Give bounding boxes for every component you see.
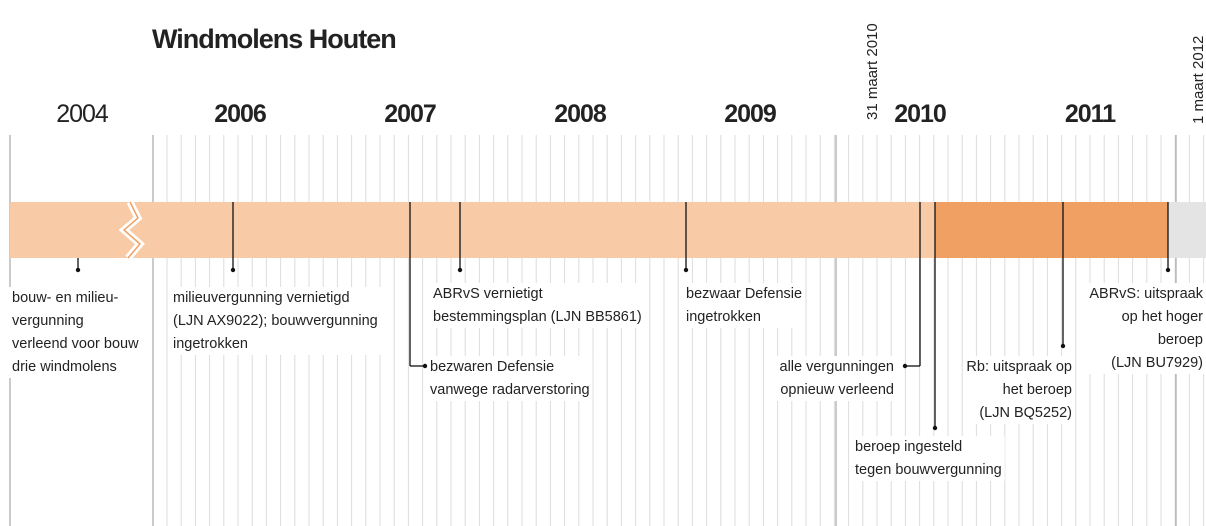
bar-grey [1168, 202, 1206, 258]
event-text: alle vergunningen opnieuw verleend [780, 359, 894, 398]
dot [1165, 267, 1171, 273]
dot [932, 425, 938, 431]
event-line: (LJN AX9022); bouwvergunning [173, 313, 378, 329]
date-label: 31 maart 2010 [864, 23, 881, 120]
event-bg [776, 356, 897, 401]
dot [230, 267, 236, 273]
event: alle vergunningen opnieuw verleend [776, 202, 921, 401]
event-line: alle vergunningen [780, 359, 894, 375]
title: Windmolens Houten [152, 24, 396, 54]
event-line: ABRvS vernietigt [433, 286, 543, 302]
event-line: Rb: uitspraak op [966, 359, 1072, 375]
event-bg [852, 436, 1005, 481]
event-line: (LJN BQ5252) [979, 405, 1072, 421]
bar-dark [935, 202, 1168, 258]
event-line: verleend voor bouw [12, 336, 139, 352]
event-bg [1086, 283, 1206, 374]
dot [75, 267, 81, 273]
event-line: beroep ingesteld [855, 439, 962, 455]
event-text: ABRvS vernietigt bestemmingsplan (LJN BB5… [433, 286, 642, 325]
event: ABRvS: uitspraak op het hoger beroep (LJN B… [1086, 202, 1206, 374]
event-line: op het hoger [1122, 309, 1204, 325]
dot [902, 363, 908, 369]
event-bg [9, 287, 143, 378]
event-line: (LJN BU7929) [1111, 355, 1203, 371]
event-line: vergunning [12, 313, 84, 329]
event-text: ABRvS: uitspraak op het hoger beroep (LJN B… [1089, 286, 1203, 371]
event: bezwaar Defensie ingetrokken [683, 202, 806, 328]
event-line: het beroep [1003, 382, 1072, 398]
labels: 2004 2006 2007 2008 2009 2010 2011 31 maart 201… [9, 23, 1206, 481]
event: bouw- en milieu-vergunning verleend voor … [9, 258, 143, 378]
event-line: milieuvergunning vernietigd [173, 290, 350, 306]
event-line: bezwaren Defensie [430, 359, 554, 375]
bar-light [10, 202, 920, 258]
event-line: opnieuw verleend [780, 382, 894, 398]
year-label: 2010 [894, 100, 946, 128]
event-line: beroep [1158, 332, 1203, 348]
event-bg [170, 287, 381, 355]
event: bezwaren Defensie vanwege radarverstoring [409, 202, 593, 401]
dot [457, 267, 463, 273]
event-line: ingetrokken [173, 336, 248, 352]
event-text: milieuvergunning vernietigd (LJN AX9022);… [173, 290, 378, 352]
event-line: drie windmolens [12, 359, 117, 375]
year-label: 2006 [214, 100, 266, 128]
year-label: 2011 [1065, 100, 1116, 128]
year-label: 2009 [724, 100, 776, 128]
event: milieuvergunning vernietigd (LJN AX9022);… [170, 202, 381, 355]
event: ABRvS vernietigt bestemmingsplan (LJN BB5… [430, 202, 645, 328]
event-line: tegen bouwvergunning [855, 462, 1002, 478]
event: beroep ingesteld tegen bouwvergunning [852, 202, 1005, 481]
event-line: ingetrokken [686, 309, 761, 325]
dot [1060, 343, 1066, 349]
event-bg [963, 356, 1075, 424]
event-line: bouw- en milieu- [12, 290, 119, 306]
event-text: bezwaren Defensie vanwege radarverstoring [430, 359, 590, 398]
event-line: bezwaar Defensie [686, 286, 802, 302]
event-bg [683, 283, 806, 328]
bar-light [920, 202, 935, 258]
year-label: 2007 [384, 100, 436, 128]
date-label: 1 maart 2012 [1190, 36, 1206, 124]
event-bg [427, 356, 593, 401]
event-text: bezwaar Defensie ingetrokken [686, 286, 802, 325]
dot [422, 363, 428, 369]
year-label: 2004 [56, 100, 109, 128]
event-text: bouw- en milieu-vergunning verleend voor … [12, 290, 139, 375]
event-text: beroep ingesteld tegen bouwvergunning [855, 439, 1002, 478]
dot [683, 267, 689, 273]
event-line: bestemmingsplan (LJN BB5861) [433, 309, 642, 325]
break [122, 201, 142, 259]
event-line: vanwege radarverstoring [430, 382, 590, 398]
year-label: 2008 [554, 100, 607, 128]
event-text: Rb: uitspraak op het beroep (LJN BQ5252) [966, 359, 1072, 421]
event-bg [430, 283, 645, 328]
event: Rb: uitspraak op het beroep (LJN BQ5252) [963, 202, 1075, 424]
event-line: ABRvS: uitspraak [1089, 286, 1203, 302]
